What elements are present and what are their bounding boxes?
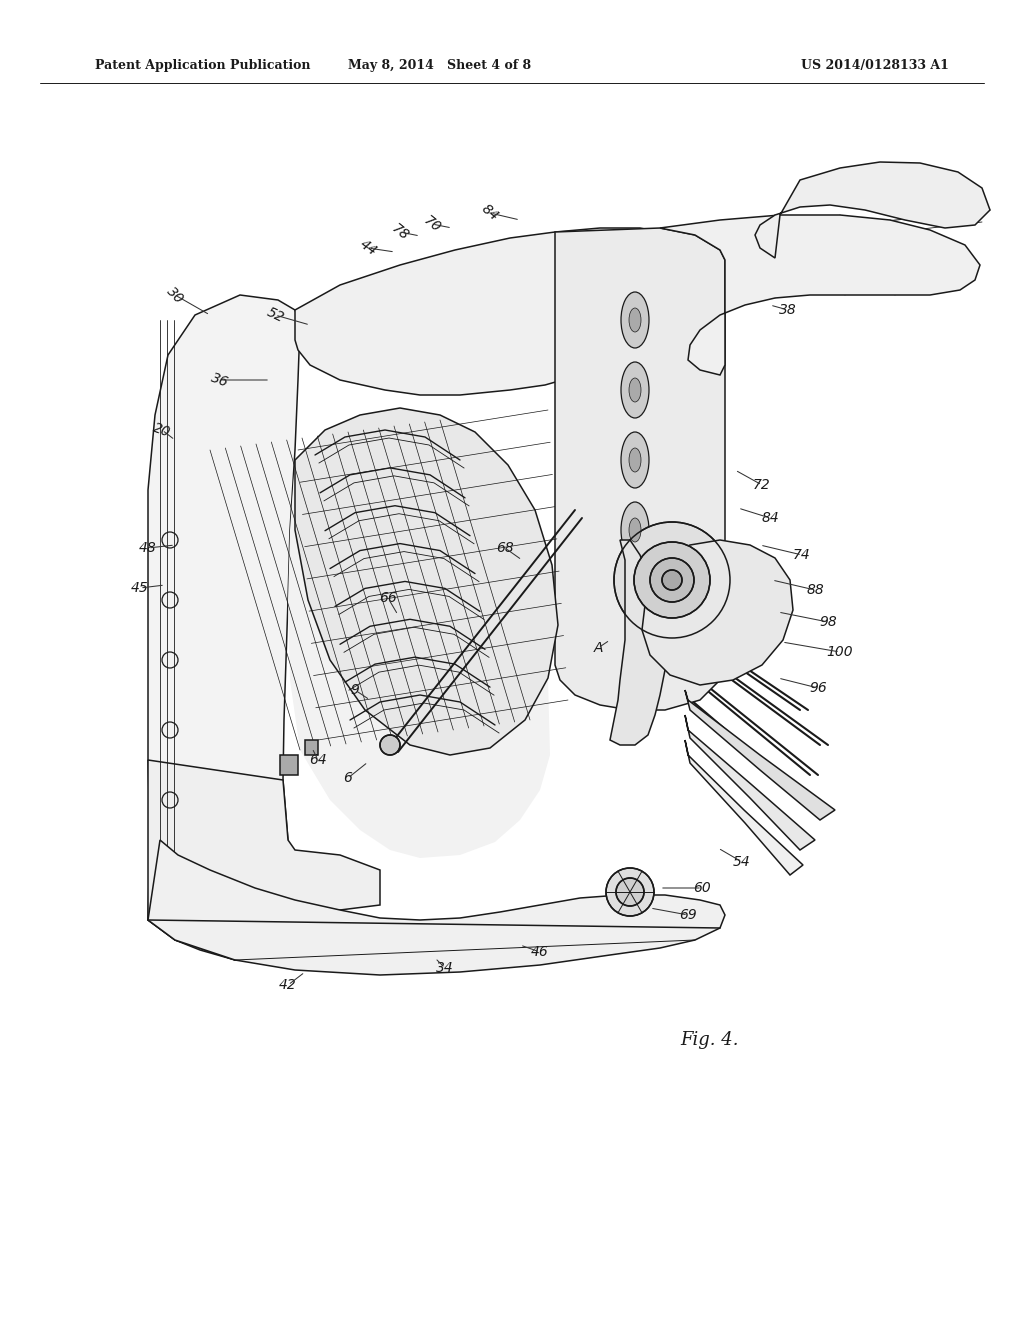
Text: 46: 46 — [531, 945, 549, 960]
Text: 70: 70 — [421, 213, 443, 235]
Ellipse shape — [629, 517, 641, 543]
Text: 36: 36 — [209, 371, 230, 389]
Ellipse shape — [621, 502, 649, 558]
Text: 66: 66 — [379, 591, 397, 605]
Polygon shape — [685, 690, 835, 820]
Text: 52: 52 — [264, 305, 286, 325]
Ellipse shape — [621, 432, 649, 488]
Polygon shape — [685, 715, 815, 850]
Text: 68: 68 — [496, 541, 514, 554]
Polygon shape — [148, 294, 300, 960]
Text: May 8, 2014   Sheet 4 of 8: May 8, 2014 Sheet 4 of 8 — [348, 58, 531, 71]
Ellipse shape — [621, 362, 649, 418]
Text: 96: 96 — [809, 681, 826, 696]
Polygon shape — [148, 840, 725, 975]
Polygon shape — [295, 228, 665, 395]
Circle shape — [662, 570, 682, 590]
Circle shape — [616, 878, 644, 906]
Polygon shape — [148, 760, 380, 960]
Ellipse shape — [629, 308, 641, 333]
Circle shape — [380, 735, 400, 755]
Polygon shape — [755, 162, 990, 257]
Text: 38: 38 — [779, 304, 797, 317]
Text: 72: 72 — [753, 478, 771, 492]
Text: 98: 98 — [819, 615, 837, 630]
Text: 84: 84 — [761, 511, 779, 525]
Text: 48: 48 — [139, 541, 157, 554]
Text: 78: 78 — [389, 220, 412, 243]
Text: 34: 34 — [436, 961, 454, 975]
Text: 42: 42 — [280, 978, 297, 993]
Text: 74: 74 — [794, 548, 811, 562]
Text: 20: 20 — [152, 420, 173, 440]
Polygon shape — [280, 755, 298, 775]
Circle shape — [650, 558, 694, 602]
Text: A: A — [593, 642, 603, 655]
Ellipse shape — [621, 292, 649, 348]
Polygon shape — [288, 459, 550, 858]
Polygon shape — [685, 741, 803, 875]
Circle shape — [634, 543, 710, 618]
Polygon shape — [295, 408, 558, 755]
Text: 84: 84 — [478, 202, 502, 224]
Text: 64: 64 — [309, 752, 327, 767]
Ellipse shape — [629, 447, 641, 473]
Text: Fig. 4.: Fig. 4. — [680, 1031, 738, 1049]
Polygon shape — [610, 540, 665, 744]
Text: 100: 100 — [826, 645, 853, 659]
Circle shape — [614, 521, 730, 638]
Text: 45: 45 — [131, 581, 148, 595]
Text: 9: 9 — [350, 682, 359, 697]
Text: 60: 60 — [693, 880, 711, 895]
Text: 6: 6 — [344, 771, 352, 785]
Ellipse shape — [629, 378, 641, 403]
Text: 88: 88 — [806, 583, 824, 597]
Circle shape — [606, 869, 654, 916]
Polygon shape — [660, 215, 980, 375]
Text: Patent Application Publication: Patent Application Publication — [95, 58, 310, 71]
Text: 69: 69 — [679, 908, 697, 921]
Text: 30: 30 — [164, 284, 186, 306]
Polygon shape — [642, 540, 793, 685]
Text: 54: 54 — [733, 855, 751, 869]
Polygon shape — [555, 228, 725, 710]
Text: US 2014/0128133 A1: US 2014/0128133 A1 — [801, 58, 949, 71]
Text: 44: 44 — [356, 238, 379, 259]
Polygon shape — [305, 741, 318, 755]
